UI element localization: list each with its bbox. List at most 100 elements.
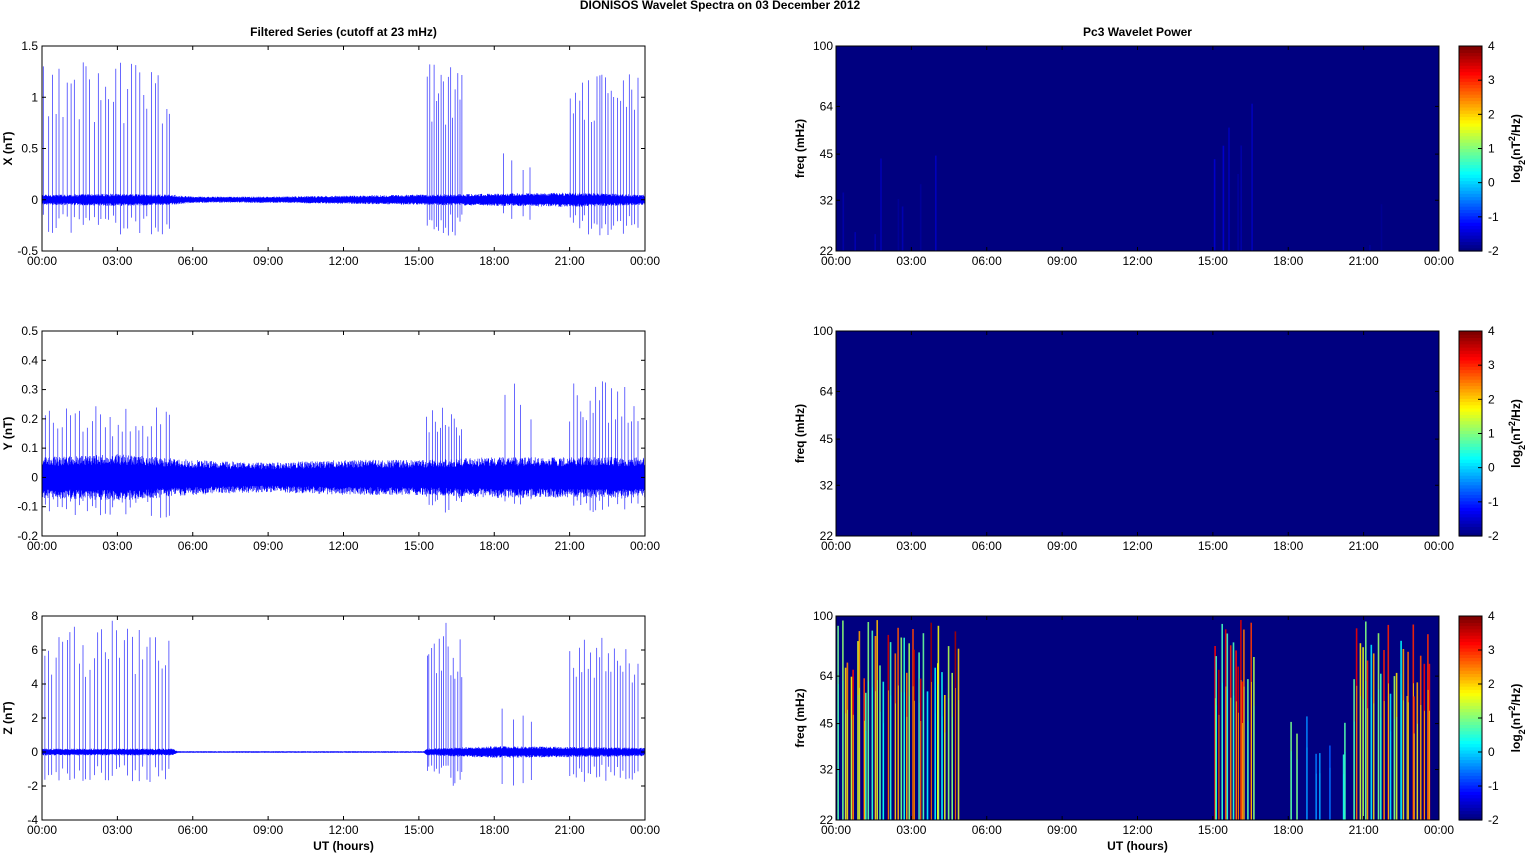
x-tick-label: 18:00 [1273,539,1303,553]
power-streak-core [1417,723,1418,820]
y-tick-label: 100 [813,39,833,53]
power-streak-core [1296,759,1298,820]
colorbar-tick-label: -2 [1488,813,1499,827]
y-tick-label: 22 [820,529,834,543]
colorbar-swatch [1459,468,1482,473]
colorbar-swatch [1459,507,1482,511]
x-axis-label: UT (hours) [313,839,374,853]
colorbar-swatch [1459,794,1482,799]
colorbar-label-part: (nT [1509,141,1523,160]
power-streak-core [847,709,848,820]
y-tick-label: -0.1 [17,500,38,514]
y-tick-label: 8 [31,609,38,623]
power-streak-core [938,684,939,820]
x-tick-label: 00:00 [27,254,57,268]
power-streak-core [1344,751,1346,820]
power-streak-core [1383,701,1385,820]
colorbar-swatch [1459,395,1482,399]
x-tick-label: 12:00 [1122,823,1152,837]
colorbar-swatch [1459,427,1482,431]
y-tick-label: -2 [27,779,38,793]
power-streak-core [865,731,867,820]
colorbar-swatch [1459,116,1482,121]
colorbar-swatch [1459,234,1482,239]
colorbar-swatch [1459,138,1482,143]
power-streak-core [1373,703,1375,820]
colorbar-swatch [1459,619,1482,623]
colorbar-swatch [1459,331,1482,335]
colorbar-swatch [1459,177,1482,182]
x-tick-label: 00:00 [821,823,851,837]
power-streak-core [1242,723,1243,820]
colorbar-swatch [1459,164,1482,169]
colorbar-swatch [1459,350,1482,355]
colorbar-swatch [1459,411,1482,415]
x-tick-label: 12:00 [328,539,358,553]
colorbar-swatch [1459,759,1482,764]
colorbar-swatch [1459,391,1482,396]
power-streak-core [1306,747,1308,820]
colorbar-swatch [1459,347,1482,351]
colorbar-swatch [1459,494,1482,499]
x-tick-label: 15:00 [1198,539,1228,553]
power-streak [874,234,876,251]
y-tick-label: 1 [31,90,38,104]
colorbar-swatch [1459,151,1482,156]
colorbar-tick-label: 1 [1488,711,1495,725]
power-streak [1222,145,1225,251]
power-streak-core [1353,721,1355,820]
power-streak [842,192,845,251]
colorbar-swatch [1459,475,1482,479]
colorbar-swatch [1459,154,1482,159]
x-tick-label: 09:00 [253,539,283,553]
power-streak-core [1225,686,1227,820]
colorbar-swatch [1459,689,1482,694]
power-streak-core [1329,767,1331,820]
colorbar-swatch [1459,705,1482,710]
power-streak-core [952,717,953,820]
colorbar-swatch [1459,87,1482,92]
colorbar-swatch [1459,343,1482,348]
colorbar-label-part: log [1509,450,1523,468]
colorbar-swatch [1459,733,1482,738]
power-streak-core [958,700,960,820]
x-tick-label: 00:00 [630,539,660,553]
x-tick-label: 00:00 [27,823,57,837]
power-streak-core [875,691,876,820]
colorbar-swatch [1459,695,1482,700]
colorbar-swatch [1459,186,1482,191]
power-streak [1251,103,1253,251]
power-streak [919,184,922,251]
power-streak-core [859,687,860,820]
x-tick-label: 15:00 [404,823,434,837]
y-tick-label: 32 [820,763,834,777]
colorbar-swatch [1459,439,1482,444]
power-streak [897,199,900,251]
colorbar-swatch [1459,398,1482,403]
colorbar-swatch [1459,702,1482,706]
y-tick-label: 64 [820,99,834,113]
colorbar-swatch [1459,436,1482,441]
spike-cluster [427,622,463,786]
colorbar: -2-101234log2(nT2/Hz) [1458,609,1525,827]
y-tick-label: 6 [31,643,38,657]
colorbar-swatch [1459,762,1482,767]
y-tick-label: 0.3 [21,383,38,397]
power-streak-core [897,685,899,820]
colorbar-label-part: log [1509,165,1523,183]
x-tick-label: 18:00 [479,539,509,553]
colorbar-swatch [1459,49,1482,53]
colorbar-tick-label: -1 [1488,495,1499,509]
colorbar-swatch [1459,810,1482,815]
power-streak-core [842,680,844,820]
y-tick-label: 64 [820,669,834,683]
colorbar-swatch [1459,800,1482,805]
power-streak-core [1394,719,1395,820]
x-tick-label: 03:00 [102,254,132,268]
colorbar: -2-101234log2(nT2/Hz) [1458,324,1525,543]
colorbar-swatch [1459,388,1482,393]
x-tick-label: 21:00 [1349,254,1379,268]
colorbar-swatch [1459,616,1482,620]
colorbar-swatch [1459,161,1482,166]
colorbar-swatch [1459,359,1482,364]
